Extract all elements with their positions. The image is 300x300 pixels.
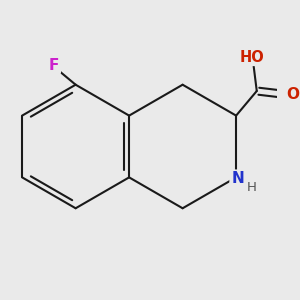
Text: N: N <box>231 171 244 186</box>
Text: F: F <box>49 58 59 73</box>
Text: O: O <box>287 87 300 102</box>
Text: HO: HO <box>240 50 265 65</box>
Text: H: H <box>247 181 256 194</box>
